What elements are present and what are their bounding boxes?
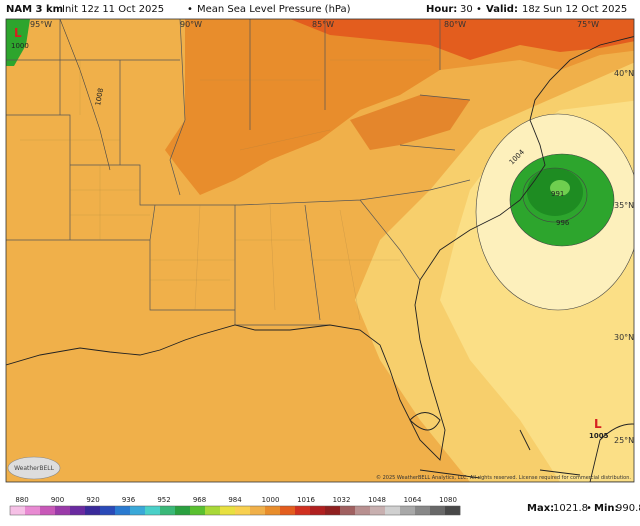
colorbar-swatch — [190, 506, 206, 515]
colorbar-swatch — [325, 506, 341, 515]
longitude-label: 90°W — [180, 20, 202, 29]
colorbar-swatch — [370, 506, 386, 515]
colorbar-swatch — [355, 506, 371, 515]
colorbar-tick-label: 1000 — [262, 496, 280, 504]
coastline — [6, 36, 634, 461]
logo-text: WeatherBELL — [14, 465, 55, 472]
colorbar-swatch — [235, 506, 251, 515]
contour-label: 1000 — [11, 42, 29, 50]
colorbar-swatch — [220, 506, 236, 515]
model-name: NAM 3 km — [6, 4, 63, 15]
copyright: © 2025 WeatherBELL Analytics, LLC. All r… — [376, 474, 631, 481]
colorbar-swatch — [310, 506, 326, 515]
colorbar-swatch — [415, 506, 431, 515]
max-label: Max: — [527, 503, 554, 514]
colorbar-swatch — [85, 506, 101, 515]
header: NAM 3 km Init 12z 11 Oct 2025 • Mean Sea… — [6, 4, 627, 15]
map: 95°W 90°W 85°W 80°W 75°W 40°N 35°N 30°N … — [5, 18, 635, 483]
colorbar-swatch — [160, 506, 176, 515]
valid-label: Valid: — [486, 4, 518, 15]
isobar — [59, 19, 111, 171]
colorbar-tick-label: 936 — [122, 496, 136, 504]
map-frame — [5, 18, 635, 483]
contour-label: 1005 — [589, 432, 609, 440]
colorbar-swatch — [205, 506, 221, 515]
colorbar-swatch — [40, 506, 56, 515]
low-marker: L — [14, 26, 22, 40]
contour-label: 996 — [556, 219, 570, 227]
init-time: Init 12z 11 Oct 2025 — [62, 4, 164, 15]
county-border — [20, 59, 430, 321]
longitude-label: 80°W — [444, 20, 466, 29]
colorbar-swatch — [55, 506, 71, 515]
latitude-label: 30°N — [614, 333, 634, 342]
colorbar-swatch — [70, 506, 86, 515]
land — [589, 423, 634, 482]
contour-label: 991 — [551, 190, 564, 198]
low-pressure — [6, 19, 30, 66]
colorbar-tick-label: 1016 — [297, 496, 315, 504]
field-name: Mean Sea Level Pressure (hPa) — [197, 4, 351, 15]
colorbar-swatch — [385, 506, 401, 515]
hour-value: 30 — [460, 4, 473, 15]
colorbar-swatch — [10, 506, 26, 515]
colorbar-swatch — [100, 506, 116, 515]
low-marker: L — [594, 417, 602, 431]
colorbar-swatch — [115, 506, 131, 515]
separator: • — [187, 4, 193, 15]
separator: • — [586, 503, 592, 514]
pressure-band — [290, 19, 634, 60]
colorbar-swatch — [145, 506, 161, 515]
colorbar-tick-label: 968 — [193, 496, 206, 504]
colorbar-tick-label: 1064 — [404, 496, 422, 504]
state-border — [6, 19, 471, 326]
isobar — [522, 167, 588, 223]
longitude-label: 75°W — [577, 20, 599, 29]
colorbar-swatch — [400, 506, 416, 515]
colorbar-tick-label: 880 — [15, 496, 28, 504]
longitude-label: 95°W — [30, 20, 52, 29]
colorbar-frame — [9, 505, 461, 516]
isobar — [475, 113, 634, 311]
colorbar-swatch — [130, 506, 146, 515]
colorbar-swatch — [430, 506, 446, 515]
colorbar-tick-label: 1080 — [439, 496, 457, 504]
longitude-label: 85°W — [312, 20, 334, 29]
isobar — [509, 153, 615, 247]
lake — [409, 412, 441, 431]
min-value: 990.8 — [616, 503, 640, 514]
colorbar-swatch — [250, 506, 266, 515]
colorbar-swatch — [445, 506, 461, 515]
coastline — [419, 429, 581, 479]
colorbar-swatch — [175, 506, 191, 515]
hour-label: Hour: — [426, 4, 457, 15]
latitude-label: 25°N — [614, 436, 634, 445]
footer: Max: 1021.8 • Min: 990.8 — [527, 503, 640, 514]
valid-value: 18z Sun 12 Oct 2025 — [522, 4, 627, 15]
max-value: 1021.8 — [553, 503, 588, 514]
min-label: Min: — [594, 503, 619, 514]
colorbar-tick-label: 1032 — [333, 496, 351, 504]
colorbar-swatch — [265, 506, 281, 515]
colorbar-tick-label: 1048 — [368, 496, 386, 504]
colorbar-swatch — [25, 506, 41, 515]
colorbar-swatch — [340, 506, 356, 515]
colorbar-swatch — [280, 506, 296, 515]
colorbar-tick-label: 920 — [86, 496, 99, 504]
low-pressure — [550, 180, 570, 196]
colorbar-tick-label: 984 — [228, 496, 242, 504]
colorbar-swatch — [295, 506, 311, 515]
colorbar-tick-label: 900 — [51, 496, 64, 504]
pressure-band — [350, 95, 470, 150]
colorbar-tick-label: 952 — [157, 496, 170, 504]
contour-label: 1008 — [94, 87, 105, 106]
pressure-band — [165, 19, 440, 195]
logo — [7, 456, 61, 480]
separator: • — [476, 4, 482, 15]
latitude-label: 35°N — [614, 201, 634, 210]
colorbar: 880 900 920 936 952 968 984 1000 1016 1032 1048 106… — [9, 496, 461, 516]
latitude-label: 40°N — [614, 69, 634, 78]
